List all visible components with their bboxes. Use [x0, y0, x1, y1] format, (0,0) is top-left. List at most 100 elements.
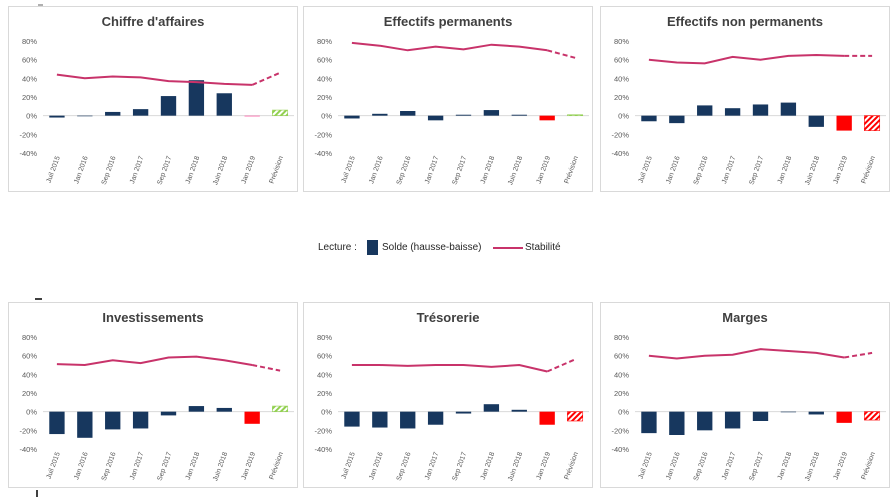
x-tick-label: Juil 2015: [638, 155, 654, 184]
x-tick-label: Jan 2018: [480, 451, 496, 481]
y-tick-label: -20%: [19, 130, 37, 139]
x-tick-label: Jan 2017: [721, 451, 737, 481]
bar-pr-vision: [567, 114, 584, 116]
chart-panel-chiffre-affaires: Chiffre d'affaires 80% 60% 40% 20% 0% -20% -40…: [8, 6, 298, 192]
bar-jan-2017: [724, 108, 741, 116]
y-tick-label: -20%: [314, 130, 332, 139]
y-tick-label: 60%: [317, 352, 332, 361]
bar-sep-2016: [400, 411, 416, 429]
x-tick-label: Jan 2016: [665, 155, 681, 185]
bar-sep-2016: [105, 111, 121, 116]
y-tick-label: -20%: [611, 130, 629, 139]
x-tick-label: Jan 2017: [721, 155, 737, 185]
x-tick-label: Jan 2016: [73, 155, 89, 185]
y-tick-label: 60%: [614, 56, 629, 65]
bar-sep-2016: [697, 105, 713, 116]
chart-panel-effectifs-permanents: Effectifs permanents 80% 60% 40% 20% 0% -20% -…: [303, 6, 593, 192]
stabilite-forecast-line: [844, 351, 873, 359]
edge-artifact: [35, 298, 42, 300]
bar-juin-2018: [511, 114, 527, 116]
y-tick-label: 0%: [26, 112, 37, 121]
y-tick-label: 40%: [317, 74, 332, 83]
chart-title: Investissements: [102, 310, 204, 325]
x-tick-label: Jan 2018: [777, 155, 793, 185]
chart-title: Effectifs permanents: [383, 14, 513, 29]
bar-jan-2016: [669, 115, 685, 124]
bar-juil-2015: [641, 411, 657, 434]
bar-juin-2018: [216, 93, 232, 116]
stabilite-forecast-line: [546, 49, 576, 59]
y-tick-label: -20%: [19, 426, 37, 435]
x-tick-label: Jan 2019: [241, 451, 257, 481]
bar-sep-2016: [697, 411, 713, 431]
stabilite-forecast-line: [546, 358, 576, 373]
x-tick-label: Jan 2016: [368, 155, 384, 185]
y-tick-label: 80%: [22, 37, 37, 46]
y-tick-label: 60%: [22, 352, 37, 361]
legend-lecture-label: Lecture :: [318, 242, 357, 253]
bar-pr-vision: [272, 109, 289, 116]
x-tick-label: Juin 2018: [212, 451, 229, 482]
y-tick-label: 0%: [618, 408, 629, 417]
bar-jan-2018: [483, 404, 500, 412]
chart-panel-tresorerie: Trésorerie 80% 60% 40% 20% 0% -20% -40% Juil 20…: [303, 302, 593, 488]
chart-panel-investissements: Investissements 80% 60% 40% 20% 0% -20% -40% Ju…: [8, 302, 298, 488]
y-tick-label: 60%: [317, 56, 332, 65]
x-tick-label: Jan 2016: [368, 451, 384, 481]
bar-sep-2017: [455, 411, 472, 414]
bar-jan-2019: [836, 115, 852, 131]
bar-sep-2017: [752, 104, 769, 116]
x-tick-label: Sep 2017: [452, 451, 469, 482]
chart-title: Effectifs non permanents: [666, 14, 824, 29]
y-tick-label: 20%: [317, 93, 332, 102]
x-tick-label: Prévision: [269, 155, 285, 185]
x-tick-label: Jan 2018: [777, 451, 793, 481]
y-tick-label: 60%: [614, 352, 629, 361]
x-tick-label: Prévision: [564, 155, 580, 185]
y-tick-label: 80%: [317, 333, 332, 342]
y-tick-label: 0%: [26, 408, 37, 417]
y-tick-label: -40%: [19, 445, 37, 454]
bar-juin-2018: [808, 411, 824, 415]
chart-svg: 80% 60% 40% 20% 0% -20% -40% Juil 2015 Jan 2016 S…: [19, 333, 294, 482]
stabilite-line: [56, 73, 253, 86]
bar-jan-2018: [188, 80, 205, 116]
bar-sep-2017: [752, 411, 769, 421]
x-tick-label: Jan 2016: [73, 451, 89, 481]
y-tick-label: 0%: [321, 112, 332, 121]
bar-juil-2015: [641, 115, 657, 122]
x-tick-label: Sep 2016: [396, 451, 413, 482]
bar-jan-2018: [780, 411, 797, 413]
y-tick-label: 20%: [614, 93, 629, 102]
chart-svg: 80% 60% 40% 20% 0% -20% -40% Juil 2015 Jan 2016 S…: [19, 37, 294, 186]
bar-jan-2019: [836, 411, 852, 423]
bar-jan-2018: [483, 110, 500, 116]
x-tick-label: Jan 2017: [129, 155, 145, 185]
x-tick-label: Prévision: [269, 451, 285, 481]
legend-bar-swatch: [367, 240, 378, 255]
x-tick-label: Juil 2015: [638, 451, 654, 480]
y-tick-label: 40%: [614, 370, 629, 379]
stabilite-line: [351, 41, 548, 52]
x-tick-label: Sep 2017: [157, 451, 174, 482]
x-tick-label: Juil 2015: [46, 451, 62, 480]
bar-jan-2018: [188, 406, 205, 412]
x-tick-label: Sep 2016: [101, 451, 118, 482]
x-tick-label: Prévision: [861, 155, 877, 185]
stabilite-line: [351, 363, 548, 373]
x-tick-label: Prévision: [861, 451, 877, 481]
chart-panel-marges: Marges 80% 60% 40% 20% 0% -20% -40% Juil 2015 Ja…: [600, 302, 890, 488]
chart-svg: 80% 60% 40% 20% 0% -20% -40% Juil 2015 Jan 2016 S…: [314, 37, 589, 186]
y-tick-label: 40%: [614, 74, 629, 83]
stabilite-forecast-line: [252, 364, 281, 372]
x-tick-label: Jan 2017: [424, 451, 440, 481]
bar-jan-2019: [539, 115, 555, 121]
bar-juin-2018: [808, 115, 824, 127]
x-tick-label: Sep 2016: [693, 155, 710, 186]
x-tick-label: Sep 2017: [452, 155, 469, 186]
y-tick-label: -40%: [611, 445, 629, 454]
x-tick-label: Jan 2018: [480, 155, 496, 185]
y-tick-label: -20%: [611, 426, 629, 435]
stabilite-forecast-line: [251, 71, 281, 86]
chart-svg: 80% 60% 40% 20% 0% -20% -40% Juil 2015 Jan 2016 S…: [314, 333, 589, 482]
